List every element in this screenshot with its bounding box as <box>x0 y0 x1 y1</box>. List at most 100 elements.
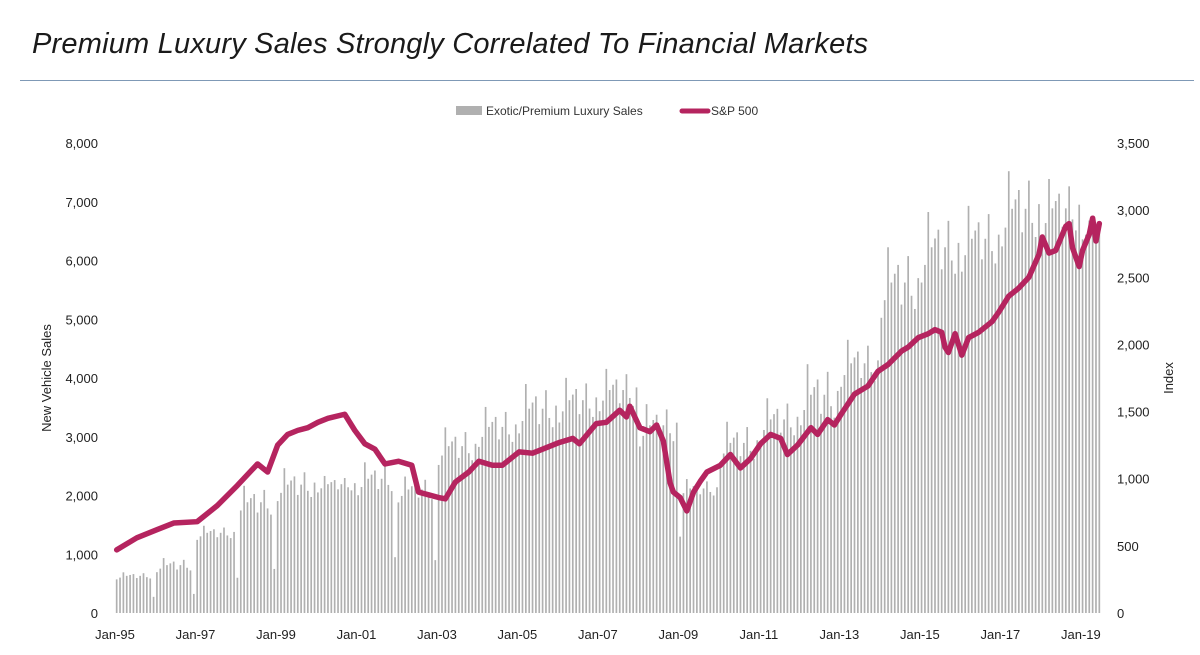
x-tick-label: Jan-05 <box>498 627 538 642</box>
bar <box>732 437 735 613</box>
y2-tick-label: 1,500 <box>1117 405 1150 420</box>
bar <box>944 247 946 613</box>
y2-tick-label: 3,500 <box>1117 136 1150 151</box>
bar <box>206 532 209 613</box>
bar <box>384 466 386 613</box>
x-tick-label: Jan-99 <box>256 627 296 642</box>
bar <box>323 475 326 613</box>
bar <box>746 427 749 613</box>
bar <box>682 493 685 613</box>
bar <box>1024 208 1027 614</box>
bar <box>451 441 453 613</box>
y2-tick-label: 1,000 <box>1117 472 1150 487</box>
bar <box>1061 226 1064 613</box>
bar <box>467 453 470 613</box>
bar <box>280 492 282 613</box>
bar <box>253 494 256 613</box>
bar <box>437 464 440 613</box>
bar <box>343 478 346 613</box>
bar <box>947 220 950 613</box>
x-tick-label: Jan-07 <box>578 627 618 642</box>
bar <box>924 264 926 613</box>
y-tick-label: 7,000 <box>65 195 98 210</box>
bar <box>139 575 141 613</box>
bar <box>582 400 584 613</box>
bar <box>675 422 678 613</box>
bar <box>387 484 390 613</box>
x-tick-label: Jan-15 <box>900 627 940 642</box>
bar <box>484 406 487 613</box>
bar <box>598 411 601 613</box>
bar <box>685 479 688 613</box>
bar <box>307 490 309 613</box>
bar <box>320 488 323 613</box>
legend: Exotic/Premium Luxury Sales S&P 500 <box>456 104 758 118</box>
x-tick-label: Jan-17 <box>981 627 1021 642</box>
bar <box>890 282 893 613</box>
bar <box>260 502 262 613</box>
y-tick-label: 8,000 <box>65 136 98 151</box>
bar <box>179 565 182 613</box>
bar <box>1051 208 1054 614</box>
bar <box>578 414 581 613</box>
bar <box>853 357 856 613</box>
bar <box>327 484 329 613</box>
bar <box>521 421 524 613</box>
bar <box>135 578 138 613</box>
bar <box>927 212 930 613</box>
legend-label-bars: Exotic/Premium Luxury Sales <box>486 104 643 118</box>
bar <box>216 537 219 613</box>
bar <box>719 464 722 613</box>
bar <box>789 427 792 613</box>
bar <box>840 386 842 613</box>
bar <box>561 411 564 613</box>
bar <box>377 489 380 613</box>
bar <box>625 374 628 613</box>
bar <box>950 260 953 613</box>
title-divider <box>20 80 1194 81</box>
bar <box>189 570 192 613</box>
bar <box>679 536 681 614</box>
bar <box>125 575 128 613</box>
bar <box>424 479 427 613</box>
bar <box>585 383 588 613</box>
bar <box>226 535 229 613</box>
bar <box>934 238 936 613</box>
bar <box>310 496 313 613</box>
bar <box>846 339 849 613</box>
bar <box>659 438 661 613</box>
bar <box>243 485 245 613</box>
sp500-line <box>113 215 1103 553</box>
bar <box>1038 204 1040 613</box>
bar <box>1088 220 1091 614</box>
bar <box>407 489 410 613</box>
bar <box>873 380 876 613</box>
bar <box>608 390 611 613</box>
bar <box>186 567 188 613</box>
bar <box>172 561 175 613</box>
bar <box>571 394 574 613</box>
bar <box>964 255 967 613</box>
bar <box>270 514 272 613</box>
bar <box>169 563 172 613</box>
bar <box>447 446 450 613</box>
bar <box>159 568 162 613</box>
bar <box>689 488 692 613</box>
bar <box>317 492 319 613</box>
bar <box>417 497 420 613</box>
bar <box>977 222 980 613</box>
bar <box>756 440 759 613</box>
x-tick-label: Jan-03 <box>417 627 457 642</box>
bar <box>722 453 725 613</box>
bar <box>1041 237 1044 614</box>
bar <box>997 234 1000 613</box>
bar <box>461 446 463 613</box>
bar <box>649 425 651 613</box>
bar <box>692 486 695 613</box>
bar <box>877 360 879 614</box>
bar <box>434 560 437 614</box>
bar <box>957 242 960 614</box>
y-axis-title-left: New Vehicle Sales <box>39 324 54 432</box>
bar <box>639 446 641 613</box>
bar <box>635 387 638 613</box>
